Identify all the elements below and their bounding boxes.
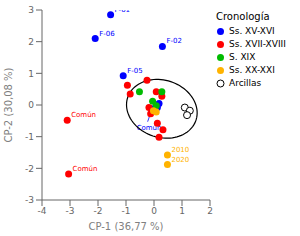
svg-text:2: 2 [28,37,34,47]
svg-text:F-05: F-05 [127,67,142,75]
svg-text:F-01: F-01 [115,10,130,14]
svg-text:-3: -3 [66,206,75,216]
svg-text:-2: -2 [25,164,34,174]
svg-text:1: 1 [28,69,34,79]
html-text:Ss. XX-XXI: Ss. XX-XXI [229,65,275,75]
svg-text:2: 2 [207,206,213,216]
svg-text:F-06: F-06 [99,30,115,38]
html-text:Arcillas: Arcillas [229,78,262,88]
svg-text:2010: 2010 [171,146,189,154]
svg-text:-1: -1 [122,206,131,216]
html-text:Ss. XV-XVI: Ss. XV-XVI [229,26,275,36]
svg-text:Común: Común [73,165,98,173]
svg-text:Común: Común [136,123,162,132]
html-text:Cronología: Cronología [216,11,270,22]
svg-text:0: 0 [28,100,34,110]
html-text:Ss. XVII-XVIII: Ss. XVII-XVIII [229,39,286,49]
svg-text:CP-2 (30,08 %): CP-2 (30,08 %) [8,67,14,142]
html-text:S. XIX: S. XIX [229,52,256,62]
svg-text:3: 3 [28,5,34,15]
svg-text:-1: -1 [25,132,34,142]
svg-text:CP-1 (36,77 %): CP-1 (36,77 %) [88,221,163,232]
svg-text:Común: Común [71,111,96,119]
svg-text:-2: -2 [94,206,103,216]
svg-text:2020: 2020 [171,156,189,164]
svg-text:-4: -4 [38,206,47,216]
svg-text:F-02: F-02 [166,37,181,45]
svg-text:-3: -3 [25,195,34,205]
svg-text:1: 1 [179,206,185,216]
svg-text:0: 0 [151,206,157,216]
